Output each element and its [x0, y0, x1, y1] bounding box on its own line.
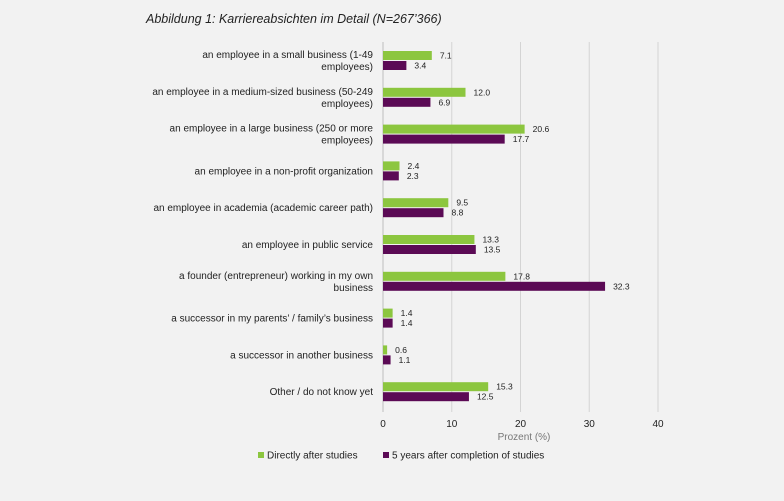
- x-tick-label-20: 20: [515, 419, 527, 430]
- value-label-directly-after-5: 9.5: [456, 198, 468, 208]
- bar-5-years-after-7: [383, 281, 606, 291]
- bar-5-years-after-10: [383, 392, 469, 402]
- legend-swatch-directly-after: [258, 452, 264, 458]
- category-label-6: an employee in public service: [242, 240, 374, 251]
- legend-label-directly-after: Directly after studies: [267, 451, 358, 462]
- bar-5-years-after-2: [383, 97, 431, 107]
- bar-5-years-after-4: [383, 171, 399, 181]
- x-tick-label-0: 0: [380, 419, 386, 430]
- category-label-5: an employee in academia (academic career…: [153, 203, 373, 214]
- bar-directly-after-5: [383, 198, 449, 208]
- value-label-5-years-after-2: 6.9: [438, 97, 450, 107]
- value-label-directly-after-10: 15.3: [496, 382, 513, 392]
- value-label-5-years-after-3: 17.7: [513, 134, 530, 144]
- value-label-directly-after-7: 17.8: [513, 271, 530, 281]
- category-label-10: Other / do not know yet: [270, 387, 374, 398]
- legend-swatch-5-years-after: [383, 452, 389, 458]
- bar-directly-after-1: [383, 51, 432, 60]
- category-label-4: an employee in a non-profit organization: [195, 166, 373, 177]
- bar-directly-after-2: [383, 87, 466, 97]
- value-label-directly-after-4: 2.4: [408, 161, 420, 171]
- value-label-5-years-after-4: 2.3: [407, 171, 419, 181]
- category-label-9: a successor in another business: [230, 350, 373, 361]
- bar-directly-after-7: [383, 271, 506, 281]
- bar-directly-after-3: [383, 124, 525, 134]
- bar-directly-after-9: [383, 345, 388, 355]
- bar-5-years-after-1: [383, 61, 407, 70]
- category-label-7: a founder (entrepreneur) working in my o…: [179, 271, 373, 294]
- bar-5-years-after-5: [383, 208, 444, 218]
- category-label-3: an employee in a large business (250 or …: [170, 124, 374, 147]
- x-tick-label-10: 10: [446, 419, 458, 430]
- bar-5-years-after-8: [383, 318, 393, 328]
- category-label-1: an employee in a small business (1-49 emp…: [202, 50, 373, 73]
- bar-5-years-after-9: [383, 355, 391, 365]
- value-label-directly-after-8: 1.4: [401, 308, 413, 318]
- bar-directly-after-6: [383, 235, 475, 244]
- value-label-5-years-after-9: 1.1: [399, 355, 411, 365]
- value-label-5-years-after-10: 12.5: [477, 392, 494, 402]
- value-label-5-years-after-5: 8.8: [452, 208, 464, 218]
- bar-5-years-after-6: [383, 245, 476, 254]
- x-axis-title: Prozent (%): [498, 432, 551, 443]
- bar-directly-after-4: [383, 161, 400, 171]
- value-label-5-years-after-8: 1.4: [401, 318, 413, 328]
- category-label-8: a successor in my parents’ / family’s bu…: [171, 314, 373, 325]
- x-tick-label-40: 40: [652, 419, 664, 430]
- bar-directly-after-10: [383, 382, 489, 392]
- value-label-5-years-after-7: 32.3: [613, 281, 630, 291]
- value-label-directly-after-3: 20.6: [533, 124, 550, 134]
- bar-5-years-after-3: [383, 134, 505, 144]
- x-tick-label-30: 30: [584, 419, 596, 430]
- value-label-5-years-after-6: 13.5: [484, 245, 501, 255]
- chart-title: Abbildung 1: Karriereabsichten im Detail…: [146, 12, 442, 26]
- legend-label-5-years-after: 5 years after completion of studies: [392, 451, 544, 462]
- value-label-directly-after-2: 12.0: [474, 87, 491, 97]
- bar-directly-after-8: [383, 308, 393, 318]
- category-label-2: an employee in a medium-sized business (…: [152, 87, 373, 110]
- value-label-directly-after-9: 0.6: [395, 345, 407, 355]
- value-label-5-years-after-1: 3.4: [414, 61, 426, 71]
- value-label-directly-after-1: 7.1: [440, 51, 452, 61]
- value-label-directly-after-6: 13.3: [482, 235, 499, 245]
